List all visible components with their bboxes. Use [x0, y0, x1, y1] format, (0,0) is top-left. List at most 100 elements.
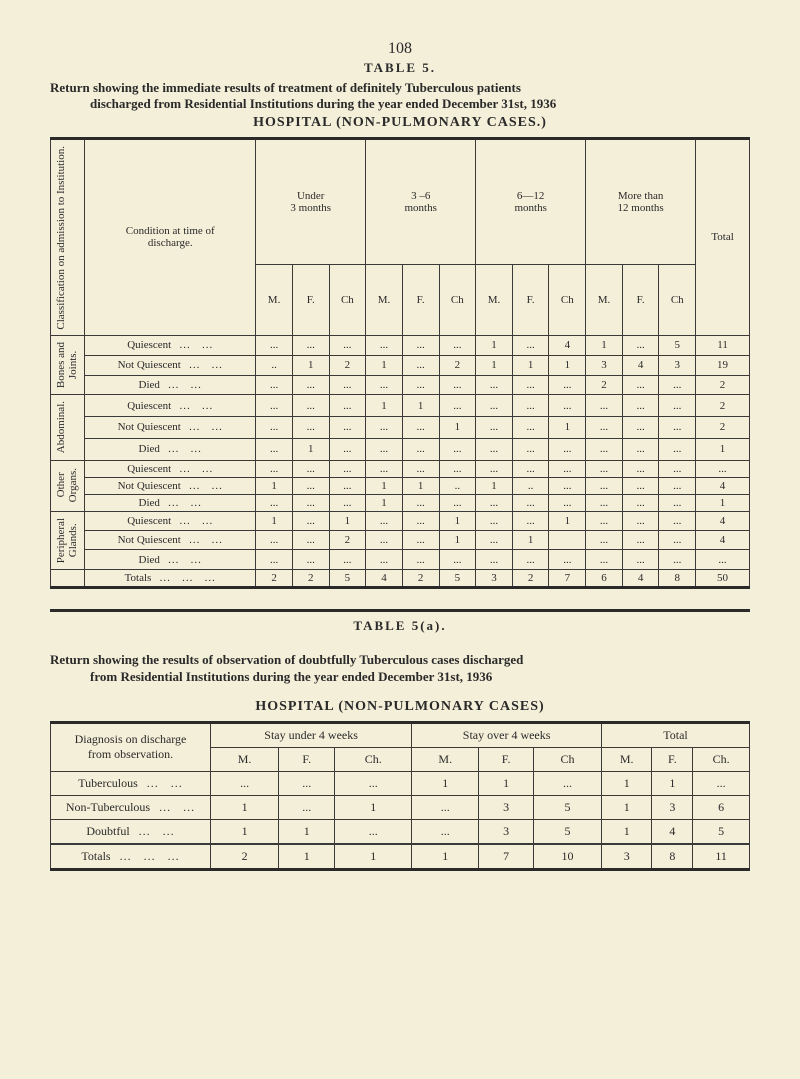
data-cell: ... [211, 771, 279, 795]
subcol: Ch [439, 264, 476, 336]
data-cell: ... [549, 477, 586, 494]
data-cell: 1 [602, 771, 652, 795]
data-cell: ... [512, 511, 549, 530]
condition-cell: Not Quiescent ... ... [85, 355, 256, 375]
data-cell: 3 [479, 795, 534, 819]
data-cell: 3 [652, 795, 693, 819]
data-cell: 1 [602, 819, 652, 844]
period-2: 6—12 months [476, 138, 586, 264]
condition-cell: Quiescent ... ... [85, 336, 256, 356]
data-cell: ... [622, 477, 659, 494]
subcol2: F. [479, 747, 534, 771]
page-number: 108 [50, 40, 750, 58]
table-row: Died ... ............1..................… [51, 494, 750, 511]
data-cell: 1 [439, 417, 476, 439]
subcol2: F. [279, 747, 335, 771]
data-cell: ... [659, 438, 696, 460]
table1-caption: Return showing the immediate results of … [50, 80, 750, 113]
condition-cell: Not Quiescent ... ... [85, 477, 256, 494]
data-cell: ... [402, 438, 439, 460]
data-cell: 1 [476, 477, 513, 494]
caption-line2: discharged from Residential Institutions… [50, 96, 750, 112]
data-cell: ... [622, 550, 659, 569]
data-cell: ... [292, 375, 329, 395]
table2-label: TABLE 5(a). [50, 609, 750, 634]
data-cell: 1 [549, 417, 586, 439]
row-total: 2 [696, 417, 750, 439]
data-cell: ... [659, 375, 696, 395]
data-cell: ... [586, 460, 623, 477]
grand-total: 50 [696, 569, 750, 587]
col-diagnosis: Diagnosis on discharge from observation. [51, 722, 211, 771]
subcol: F. [292, 264, 329, 336]
data-cell: ... [549, 438, 586, 460]
data-cell: ... [292, 395, 329, 417]
data-cell: 3 [476, 569, 513, 587]
data-cell: 1 [366, 477, 403, 494]
data-cell: 4 [549, 336, 586, 356]
data-cell: ... [659, 494, 696, 511]
data-cell: ... [586, 530, 623, 549]
data-cell: ... [402, 530, 439, 549]
data-cell: 10 [534, 844, 602, 870]
subcol2: Ch [534, 747, 602, 771]
period2-2: Total [602, 722, 750, 747]
data-cell: ... [256, 375, 293, 395]
table-row: Not Quiescent ... .........2......1...1.… [51, 530, 750, 549]
condition-cell: Quiescent ... ... [85, 395, 256, 417]
condition-cell: Died ... ... [85, 438, 256, 460]
subcol2: M. [412, 747, 479, 771]
data-cell: 2 [292, 569, 329, 587]
row-total: 2 [696, 395, 750, 417]
data-cell: ... [476, 438, 513, 460]
data-cell: ... [476, 494, 513, 511]
group-label: Abdominal. [51, 395, 85, 460]
subcol: M. [256, 264, 293, 336]
data-cell: ... [439, 438, 476, 460]
subcol: F. [622, 264, 659, 336]
data-cell: ... [292, 477, 329, 494]
row-total: 2 [696, 375, 750, 395]
subcol2: F. [652, 747, 693, 771]
group-label: PeripheralGlands. [51, 511, 85, 569]
data-cell: ... [622, 438, 659, 460]
data-cell: 5 [534, 795, 602, 819]
condition-cell: Died ... ... [85, 494, 256, 511]
data-cell: ... [366, 460, 403, 477]
data-cell: ... [476, 511, 513, 530]
data-cell: ... [549, 550, 586, 569]
diagnosis-cell: Tuberculous ... ... [51, 771, 211, 795]
data-cell: ... [402, 511, 439, 530]
data-cell: ... [439, 336, 476, 356]
data-cell: 2 [211, 844, 279, 870]
data-cell: ... [549, 494, 586, 511]
period2-1: Stay over 4 weeks [412, 722, 602, 747]
caption-line1: Return showing the immediate results of … [50, 80, 521, 95]
period-3: More than 12 months [586, 138, 696, 264]
data-cell: 1 [279, 844, 335, 870]
data-cell: ... [402, 336, 439, 356]
data-cell: 1 [366, 355, 403, 375]
table1-label: TABLE 5. [50, 60, 750, 76]
data-cell: ... [549, 375, 586, 395]
data-cell: ... [622, 530, 659, 549]
data-cell: ... [659, 417, 696, 439]
data-cell: 1 [256, 477, 293, 494]
condition-cell: Quiescent ... ... [85, 511, 256, 530]
data-cell: 2 [512, 569, 549, 587]
data-cell: 1 [335, 795, 412, 819]
data-cell: 2 [256, 569, 293, 587]
data-cell: ... [256, 395, 293, 417]
data-cell: ... [622, 336, 659, 356]
data-cell: 2 [329, 530, 366, 549]
row-total: 4 [696, 530, 750, 549]
totals-row: Totals ... ... ...22542532764850 [51, 569, 750, 587]
table-row: Tuberculous ... ............11...11... [51, 771, 750, 795]
period2-0: Stay under 4 weeks [211, 722, 412, 747]
data-cell: ... [256, 336, 293, 356]
data-cell: 1 [549, 511, 586, 530]
row-total: ... [696, 460, 750, 477]
data-cell: 1 [211, 795, 279, 819]
data-cell: 5 [439, 569, 476, 587]
data-cell: ... [329, 477, 366, 494]
